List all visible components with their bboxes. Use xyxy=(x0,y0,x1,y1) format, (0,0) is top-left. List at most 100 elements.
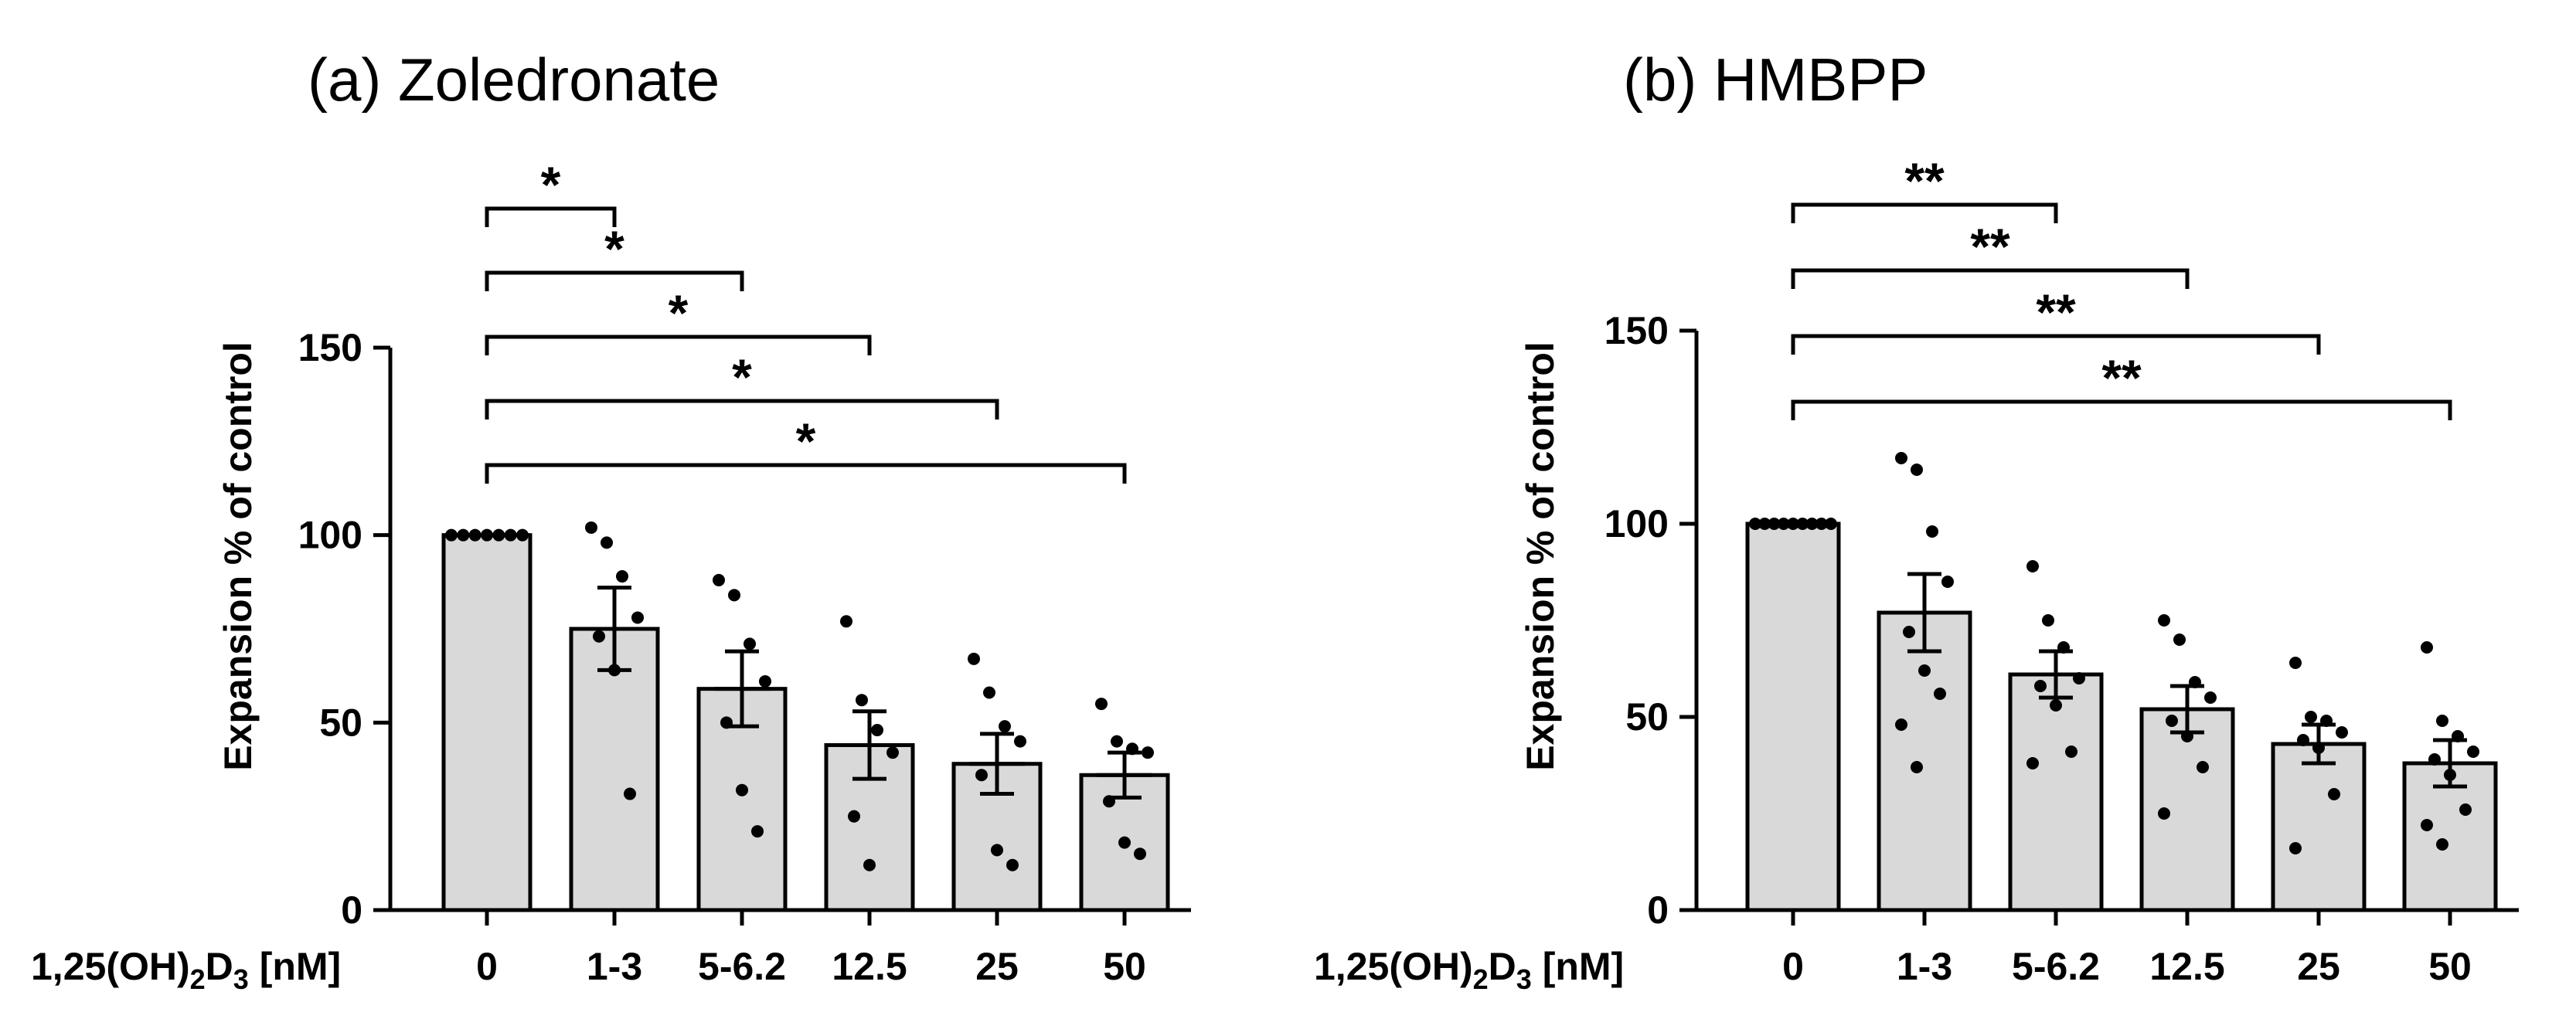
significance-bracket xyxy=(485,270,744,291)
data-point xyxy=(1825,518,1837,530)
data-point xyxy=(492,528,505,542)
bar xyxy=(2271,742,2367,912)
significance-label: * xyxy=(604,220,624,277)
x-tick-label: 0 xyxy=(1782,945,1804,988)
data-point xyxy=(720,716,733,729)
data-point xyxy=(1926,525,1938,538)
x-tick-label: 50 xyxy=(2428,945,2472,988)
data-point xyxy=(1142,746,1154,759)
significance-bracket xyxy=(485,463,1127,484)
x-tick-label: 25 xyxy=(2297,945,2340,988)
bar xyxy=(2139,707,2235,912)
data-point xyxy=(2320,715,2333,727)
x-tick-label: 25 xyxy=(975,945,1019,988)
y-tick-label: 150 xyxy=(298,326,362,369)
x-axis-label-unit: [nM] xyxy=(249,945,341,988)
x-axis-label-sub: 2 xyxy=(190,963,206,995)
data-point xyxy=(1777,518,1790,530)
data-point xyxy=(1118,836,1131,849)
data-point xyxy=(2312,742,2325,754)
data-point xyxy=(2158,614,2170,627)
significance-label: ** xyxy=(1970,218,2010,275)
data-point xyxy=(481,528,493,542)
data-point xyxy=(2057,641,2070,654)
y-axis-label: Expansion % of control xyxy=(216,341,260,771)
data-point xyxy=(848,810,860,823)
x-axis-label-main: 1,25(OH) xyxy=(1314,945,1473,988)
x-axis-label-main: 1,25(OH) xyxy=(31,945,190,988)
data-point xyxy=(1796,518,1809,530)
data-point xyxy=(445,528,458,542)
significance-label: ** xyxy=(2101,349,2142,406)
data-point xyxy=(2289,842,2302,854)
data-point xyxy=(1787,518,1799,530)
data-point xyxy=(608,664,621,677)
x-tick-label: 5-6.2 xyxy=(698,945,786,988)
data-point xyxy=(999,720,1011,733)
significance-label: * xyxy=(669,284,689,341)
significance-bracket xyxy=(1791,202,2058,223)
data-point xyxy=(2181,730,2193,742)
data-point xyxy=(1895,452,1907,464)
y-tick-label: 0 xyxy=(1647,888,1669,932)
data-point xyxy=(1006,858,1019,871)
data-point xyxy=(968,652,980,665)
x-tick-label: 5-6.2 xyxy=(2012,945,2100,988)
significance-bracket xyxy=(485,335,872,355)
data-point xyxy=(2042,614,2054,627)
data-point xyxy=(2328,788,2340,800)
bar xyxy=(2008,672,2104,912)
panel-zoledronate: (a) Zoledronate Expansion % of control 1… xyxy=(31,46,1191,995)
x-axis-label: 1,25(OH)2D3 [nM] xyxy=(1314,945,1624,995)
significance-label: ** xyxy=(2036,284,2076,341)
data-point xyxy=(2073,672,2085,684)
data-point xyxy=(1134,847,1146,861)
data-point xyxy=(744,637,756,650)
data-point xyxy=(1111,735,1123,748)
data-point xyxy=(601,536,613,549)
data-point xyxy=(1903,626,1915,638)
significance-bracket xyxy=(485,206,617,227)
data-point xyxy=(1014,735,1026,748)
significance-label: * xyxy=(796,413,816,470)
data-point xyxy=(840,615,852,628)
data-point xyxy=(1103,795,1115,808)
data-point xyxy=(1126,742,1138,756)
data-point xyxy=(2336,726,2348,739)
x-axis-label-unit: [nM] xyxy=(1532,945,1624,988)
data-point xyxy=(1911,464,1923,476)
data-point xyxy=(504,528,517,542)
x-axis-label: 1,25(OH)2D3 [nM] xyxy=(31,945,341,995)
data-point xyxy=(2065,746,2077,758)
chart-title: (b) HMBPP xyxy=(1623,46,1928,114)
significance-bracket xyxy=(485,399,999,419)
data-point xyxy=(713,573,725,586)
y-tick-label: 150 xyxy=(1604,309,1669,352)
y-tick-label: 50 xyxy=(1625,695,1669,739)
x-tick-label: 0 xyxy=(476,945,498,988)
y-tick-label: 50 xyxy=(319,701,362,744)
data-point xyxy=(886,746,899,759)
data-point xyxy=(593,630,605,643)
panel-hmbpp: (b) HMBPP Expansion % of control 1,25(OH… xyxy=(1314,46,2519,995)
chart-title: (a) Zoledronate xyxy=(308,46,720,114)
data-point xyxy=(2436,838,2448,851)
data-point xyxy=(736,783,748,797)
data-point xyxy=(516,528,529,542)
data-point xyxy=(2166,715,2178,727)
data-point xyxy=(1941,576,1954,588)
data-point xyxy=(616,570,628,583)
data-point xyxy=(1918,664,1931,677)
data-point xyxy=(2173,633,2186,646)
data-point xyxy=(2459,803,2472,816)
data-point xyxy=(585,521,597,534)
data-point xyxy=(991,844,1003,857)
x-axis-label-sub2: 3 xyxy=(233,963,249,995)
bar xyxy=(1877,610,1972,912)
x-tick-label: 12.5 xyxy=(832,945,907,988)
significance-label: * xyxy=(541,156,561,213)
data-point xyxy=(2197,761,2209,773)
data-point xyxy=(759,674,771,688)
data-point xyxy=(2189,676,2201,688)
